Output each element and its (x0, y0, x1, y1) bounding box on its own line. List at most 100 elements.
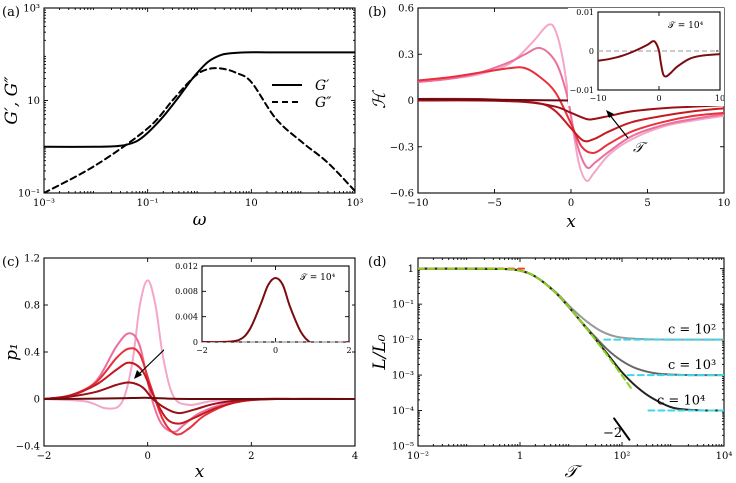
d-plot-area (418, 267, 724, 441)
b-arrow-head (606, 110, 614, 118)
d-label-c4: c = 10⁴ (657, 394, 705, 409)
b-inset-ytick-label: 0.01 (576, 8, 594, 17)
a-ytick-label: 10 (27, 96, 40, 107)
b-xtick-label: −5 (487, 198, 502, 209)
a-frame (43, 7, 356, 194)
b-inset-plot (598, 40, 720, 78)
c-inset-ytick-label: 0.004 (175, 312, 198, 321)
c-inset-xtick-label: −2 (196, 346, 208, 355)
c-inset-plot (202, 277, 349, 342)
d-xtick-label: 10⁴ (716, 451, 733, 462)
d-ytick-label: 10⁻¹ (392, 300, 414, 311)
a-series-Gp (44, 51, 355, 148)
b-inset-series-inset (598, 40, 720, 78)
d-label-c3: c = 10³ (668, 358, 716, 373)
c-plot-area (44, 279, 355, 436)
c-ytick-label: 0 (34, 395, 40, 406)
d-ytick-label: 10⁻² (392, 335, 414, 346)
a-xtick-label: 10⁻¹ (137, 198, 159, 209)
a-xtick-label: 10⁻³ (33, 198, 55, 209)
b-inset-xtick-label: −10 (590, 94, 607, 103)
c-inset-series-inset (202, 277, 349, 342)
b-inset-ytick-label: −0.01 (569, 86, 594, 95)
d-series-slope-guide (613, 417, 631, 441)
c-inset-ytick-label: 0.008 (175, 287, 198, 296)
c-series-c5 (44, 381, 355, 415)
a-legend-label-gp: G′ (315, 78, 330, 94)
d-xtick-label: 1 (517, 451, 523, 462)
d-xtick-label: 10⁻² (407, 451, 429, 462)
panel-c-tag: (c) (2, 255, 19, 270)
panel-a-tag: (a) (2, 5, 20, 20)
c-ytick-label: −0.4 (16, 442, 40, 453)
a-ylabel: G′, G″ (2, 76, 22, 125)
b-series-c5 (418, 99, 724, 121)
c-inset-ytick-label: 0.012 (175, 262, 198, 271)
a-ytick-label: 10³ (23, 4, 40, 15)
c-xtick-label: −2 (37, 451, 52, 462)
panel-d-tag: (d) (368, 255, 386, 270)
b-annotation: 𝒯 (633, 140, 648, 156)
a-xtick-label: 10³ (347, 198, 364, 209)
c-series-c4 (44, 361, 355, 425)
d-xlabel: 𝒯 (564, 462, 582, 482)
b-xtick-label: −10 (407, 198, 428, 209)
d-ytick-label: 1 (408, 264, 414, 275)
c-xtick-label: 2 (248, 451, 254, 462)
d-frame (417, 257, 725, 447)
c-arrow-line (137, 346, 168, 376)
c-ytick-label: 1.2 (24, 254, 40, 265)
b-xtick-label: 10 (718, 198, 731, 209)
c-inset-xtick-label: 0 (273, 346, 278, 355)
c-series-c3 (44, 347, 355, 436)
c-inset-xtick-label: 2 (346, 346, 351, 355)
b-inset-ytick-label: 0 (589, 47, 594, 56)
c-xtick-label: 0 (144, 451, 150, 462)
b-xlabel: x (566, 212, 576, 232)
c-ytick-label: 0.4 (24, 348, 40, 359)
a-legend-label-gpp: G″ (315, 95, 332, 111)
c-ylabel: p₁ (2, 343, 22, 361)
c-series-c6 (44, 396, 355, 401)
d-label-c2: c = 10² (668, 323, 716, 338)
panel-b: (b) −10 −5 0 5 10 −0.6 −0.3 0 0.3 0.6 x ℋ 𝒯 −10 0 10 −0.… (368, 4, 730, 233)
b-inset-label: 𝒯 = 10⁴ (668, 21, 704, 31)
a-xtick-label: 10 (245, 198, 258, 209)
d-xtick-label: 10² (614, 451, 631, 462)
c-xtick-label: 4 (352, 451, 358, 462)
d-slope-label: −2 (603, 426, 622, 441)
b-series-c3 (418, 66, 724, 155)
b-ytick-label: −0.6 (390, 189, 414, 200)
c-inset-label: 𝒯 = 10⁴ (300, 273, 336, 283)
b-ylabel: ℋ (370, 89, 390, 109)
b-plot-area (418, 23, 724, 183)
b-ytick-label: 0.6 (398, 4, 414, 15)
b-ytick-label: 0 (408, 96, 414, 107)
panel-b-tag: (b) (368, 5, 386, 20)
a-series-Gpp (44, 67, 355, 193)
d-ytick-label: 10⁻³ (392, 371, 414, 382)
panel-c: (c) −2024−0.400.40.81.2xp₁𝒯−20200.0040.0… (2, 254, 358, 483)
d-ytick-label: 10⁻⁴ (392, 406, 414, 417)
d-series-asymptote-large (418, 267, 632, 390)
d-ylabel: L/L₀ (370, 334, 390, 370)
c-xlabel: x (195, 462, 205, 482)
a-ytick-label: 10⁻¹ (18, 189, 40, 200)
b-ytick-label: −0.3 (390, 142, 414, 153)
c-ytick-label: 0.8 (24, 301, 40, 312)
b-inset-xtick-label: 0 (656, 94, 661, 103)
a-plot-area (44, 51, 355, 193)
d-ytick-label: 10⁻⁵ (392, 442, 414, 453)
b-xtick-label: 0 (568, 198, 574, 209)
b-arrow-line (608, 113, 629, 139)
a-xlabel: ω (193, 210, 207, 230)
c-arrow-head (134, 370, 142, 379)
b-ytick-label: 0.3 (398, 50, 414, 61)
panel-d: (d) 10⁻² 1 10² 10⁴ 1 10⁻¹ 10⁻² 10⁻³ 10⁻⁴ 10⁻⁵ 𝒯 L/L… (368, 255, 732, 482)
b-inset-xtick-label: 10 (715, 94, 725, 103)
b-xtick-label: 5 (644, 198, 650, 209)
c-inset-ytick-label: 0 (193, 338, 198, 347)
b-series-c2 (418, 46, 724, 170)
